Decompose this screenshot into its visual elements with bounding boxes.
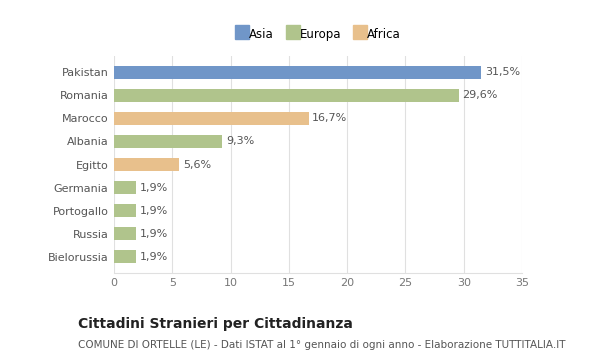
Legend: Asia, Europa, Africa: Asia, Europa, Africa (230, 23, 406, 45)
Bar (114, 181, 136, 194)
Bar (114, 158, 179, 171)
Text: 29,6%: 29,6% (463, 90, 498, 100)
Bar (114, 89, 459, 102)
Text: 16,7%: 16,7% (312, 113, 347, 123)
Text: 9,3%: 9,3% (226, 136, 254, 146)
Text: COMUNE DI ORTELLE (LE) - Dati ISTAT al 1° gennaio di ogni anno - Elaborazione TU: COMUNE DI ORTELLE (LE) - Dati ISTAT al 1… (78, 340, 566, 350)
Bar (114, 135, 223, 148)
Bar (114, 204, 136, 217)
Text: 1,9%: 1,9% (140, 183, 168, 193)
Bar (114, 66, 481, 78)
Text: 1,9%: 1,9% (140, 229, 168, 239)
Text: 1,9%: 1,9% (140, 252, 168, 262)
Bar (114, 112, 308, 125)
Text: Cittadini Stranieri per Cittadinanza: Cittadini Stranieri per Cittadinanza (78, 317, 353, 331)
Bar (114, 251, 136, 263)
Bar (114, 228, 136, 240)
Text: 5,6%: 5,6% (183, 160, 211, 169)
Text: 1,9%: 1,9% (140, 206, 168, 216)
Text: 31,5%: 31,5% (485, 67, 520, 77)
